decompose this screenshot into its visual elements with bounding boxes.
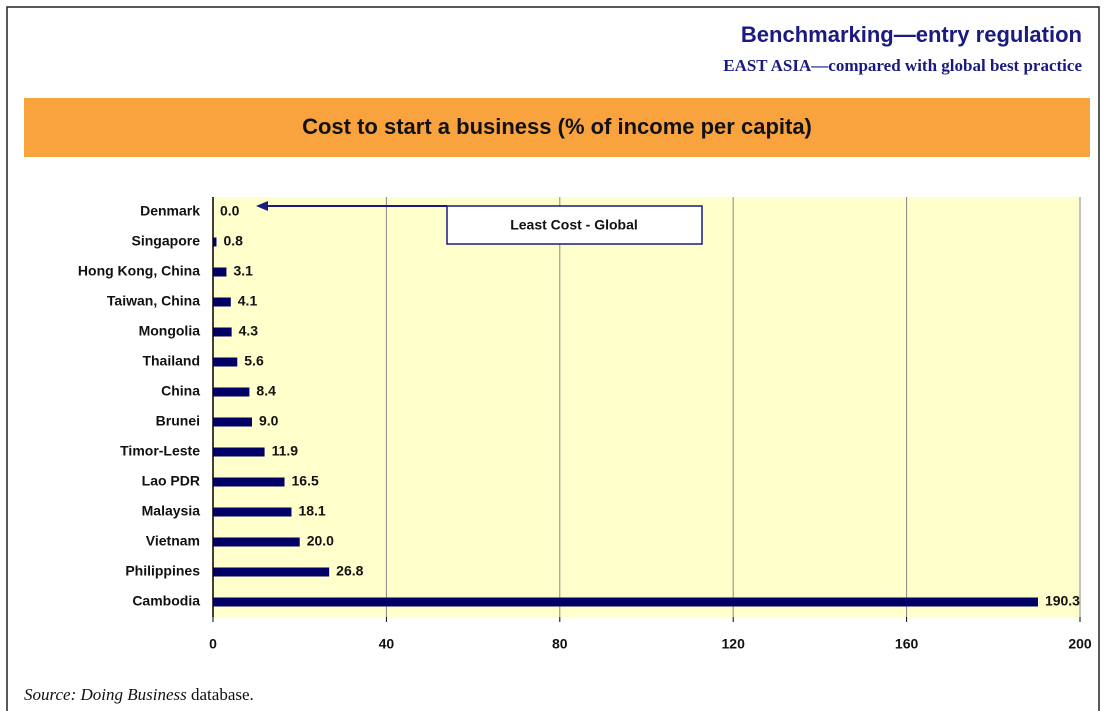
- y-tick-label: Brunei: [156, 413, 200, 429]
- x-tick-label: 40: [379, 636, 395, 652]
- data-label: 190.3: [1045, 593, 1080, 609]
- y-tick-label: China: [161, 383, 200, 399]
- y-tick-label: Hong Kong, China: [78, 263, 200, 279]
- data-label: 4.1: [238, 293, 258, 309]
- data-label: 26.8: [336, 563, 363, 579]
- x-tick-label: 120: [722, 636, 746, 652]
- title-band: [24, 98, 1090, 157]
- y-tick-label: Philippines: [125, 563, 200, 579]
- data-label: 3.1: [233, 263, 253, 279]
- annotation: Least Cost - Global: [510, 217, 638, 233]
- data-label: 9.0: [259, 413, 279, 429]
- data-label: 8.4: [256, 383, 276, 399]
- y-tick-label: Vietnam: [146, 533, 200, 549]
- y-tick-label: Malaysia: [142, 503, 201, 519]
- chart-title: Cost to start a business (% of income pe…: [302, 114, 812, 139]
- y-tick-label: Timor-Leste: [120, 443, 200, 459]
- x-tick-label: 0: [209, 636, 217, 652]
- y-tick-label: Denmark: [140, 203, 200, 219]
- frame: [6, 6, 1100, 711]
- data-label: 0.0: [220, 203, 240, 219]
- bar: [213, 417, 253, 427]
- annotation-box: [446, 205, 703, 245]
- data-label: 20.0: [307, 533, 334, 549]
- x-tick-label: 200: [1068, 636, 1092, 652]
- x-tick-label: 80: [552, 636, 568, 652]
- bar: [213, 387, 250, 397]
- y-tick-label: Lao PDR: [142, 473, 200, 489]
- data-label: 5.6: [244, 353, 264, 369]
- header-title: Benchmarking—entry regulation: [741, 22, 1082, 47]
- bar: [213, 327, 232, 337]
- y-tick-label: Cambodia: [132, 593, 200, 609]
- data-label: 16.5: [292, 473, 319, 489]
- data-label: 18.1: [298, 503, 325, 519]
- bar: [213, 447, 265, 457]
- header-subtitle: EAST ASIA—compared with global best prac…: [723, 56, 1082, 75]
- bar: [213, 357, 238, 367]
- y-tick-label: Mongolia: [139, 323, 201, 339]
- bar: [213, 597, 1038, 607]
- x-tick-label: 160: [895, 636, 919, 652]
- data-label: 4.3: [239, 323, 259, 339]
- source: Source: Doing Business database.: [24, 685, 254, 704]
- bar: [213, 537, 300, 547]
- data-label: 0.8: [223, 233, 243, 249]
- bar: [213, 567, 330, 577]
- source-name: Doing Business: [80, 685, 188, 704]
- arrow-head: [256, 201, 268, 211]
- bar: [213, 297, 231, 307]
- data-label: 11.9: [272, 443, 299, 459]
- y-tick-label: Taiwan, China: [107, 293, 200, 309]
- bar: [213, 507, 292, 517]
- bar: [213, 237, 217, 247]
- y-tick-label: Thailand: [142, 353, 200, 369]
- bar: [213, 267, 227, 277]
- y-tick-label: Singapore: [132, 233, 201, 249]
- bar: [213, 477, 285, 487]
- plot-area: [213, 197, 1080, 617]
- source-label: Source:: [24, 685, 76, 704]
- source-rest: database.: [191, 685, 254, 704]
